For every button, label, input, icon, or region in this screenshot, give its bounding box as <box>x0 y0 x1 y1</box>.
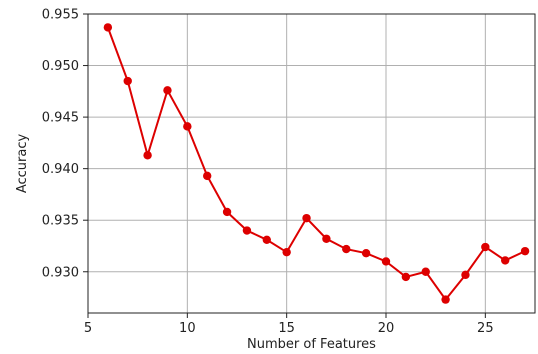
data-point <box>322 234 331 243</box>
plot-frame <box>87 13 536 314</box>
series-line <box>106 27 526 302</box>
data-point <box>381 257 391 266</box>
data-point <box>461 270 470 280</box>
data-point <box>342 244 351 254</box>
data-points <box>103 23 530 304</box>
x-tick-label: 15 <box>278 321 295 336</box>
data-point <box>441 295 450 304</box>
x-axis-ticks: 5 10 15 20 25 <box>84 313 494 336</box>
y-axis-label: Accuracy <box>15 134 30 194</box>
data-point <box>143 151 152 160</box>
grid-lines <box>87 13 535 313</box>
y-tick-label: 0.935 <box>42 214 79 229</box>
y-tick-label: 0.940 <box>42 162 79 177</box>
y-tick-label: 0.955 <box>42 8 79 23</box>
data-point <box>262 235 271 244</box>
data-point <box>501 256 510 265</box>
data-point <box>282 247 291 257</box>
data-point <box>222 207 232 217</box>
x-tick-label: 10 <box>179 321 196 336</box>
data-point <box>203 171 212 181</box>
y-tick-label: 0.950 <box>42 59 79 74</box>
x-tick-label: 5 <box>84 321 92 336</box>
data-point <box>520 246 530 256</box>
y-tick-label: 0.945 <box>42 111 79 126</box>
data-point <box>163 86 172 95</box>
data-point <box>361 249 371 258</box>
y-axis-ticks: 0.930 0.935 0.940 0.945 0.950 0.955 <box>42 8 88 280</box>
data-point <box>123 76 132 86</box>
data-point <box>302 213 311 223</box>
data-point <box>183 122 192 131</box>
data-point <box>421 267 430 276</box>
x-axis-label: Number of Features <box>247 337 376 352</box>
data-point <box>401 272 411 282</box>
x-tick-label: 20 <box>378 321 395 336</box>
data-point <box>481 242 490 252</box>
data-point <box>242 226 252 235</box>
y-tick-label: 0.930 <box>42 265 79 280</box>
data-point <box>103 23 113 32</box>
x-tick-label: 25 <box>477 321 494 336</box>
